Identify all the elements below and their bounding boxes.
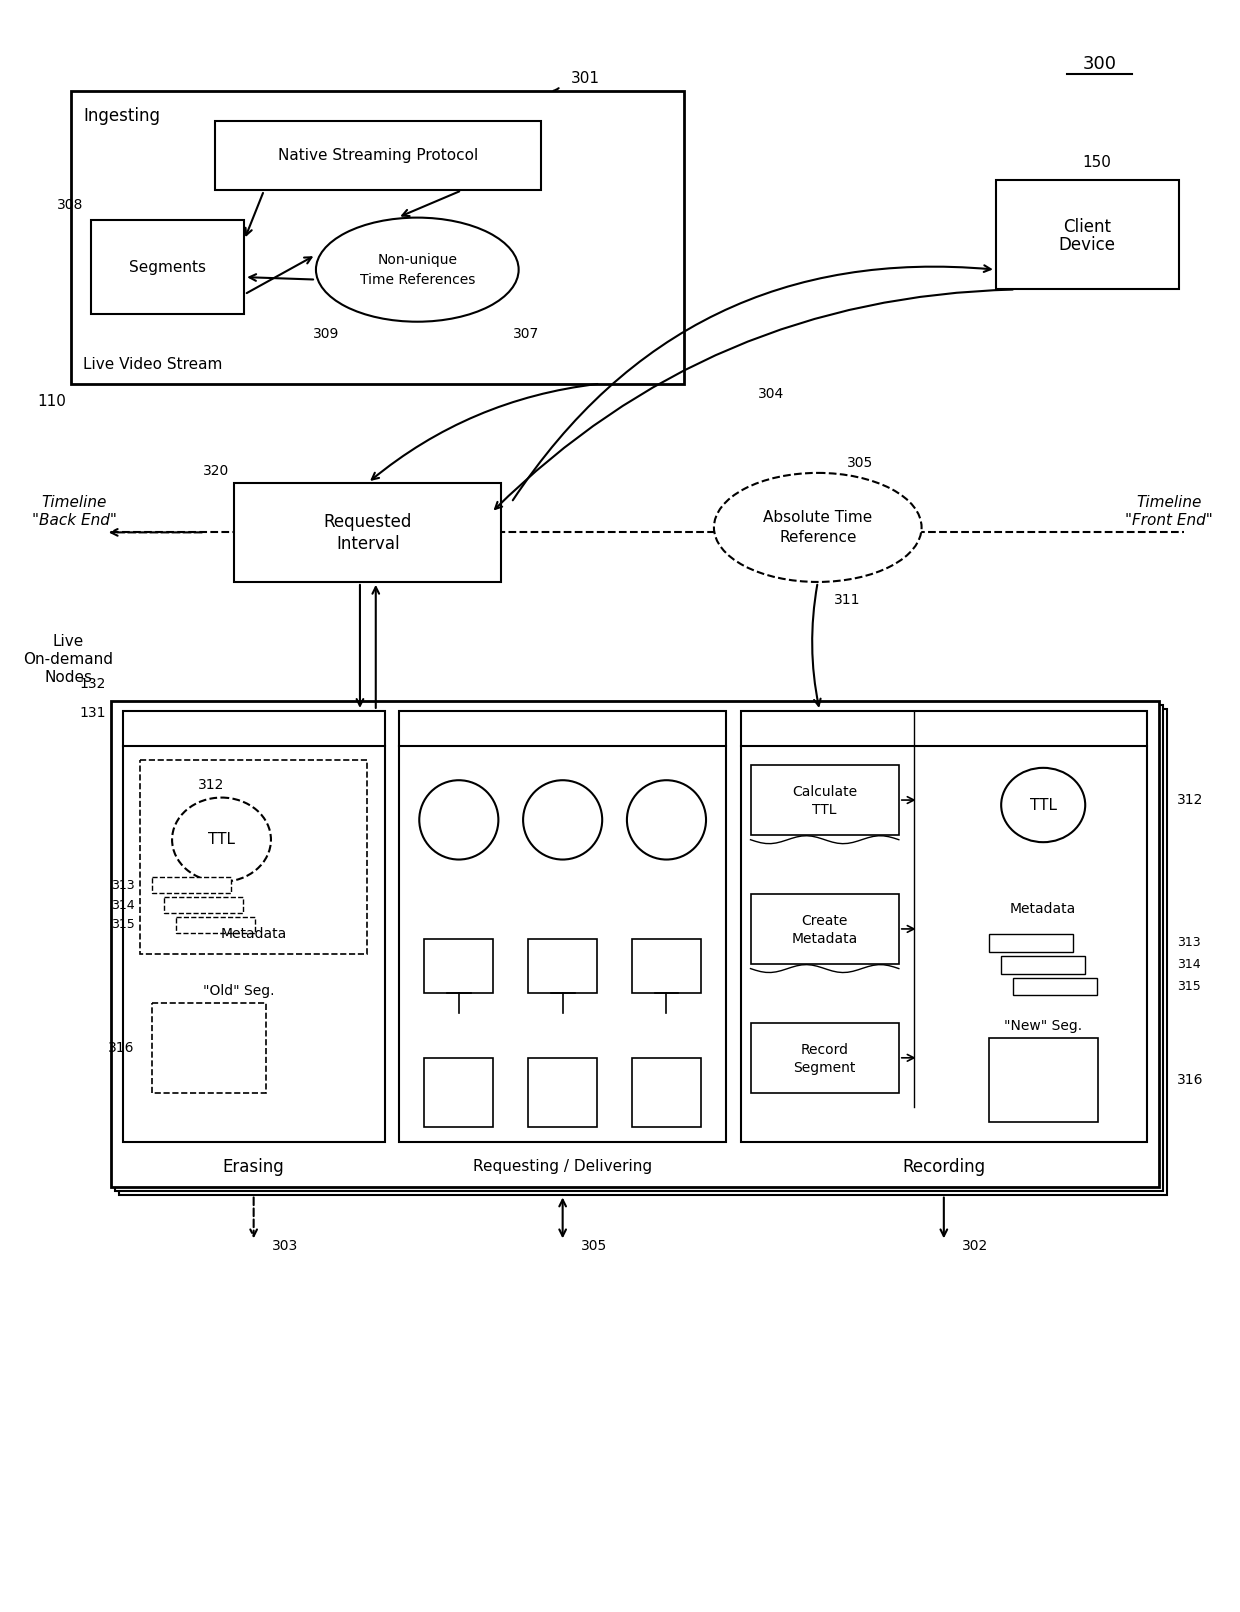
- Text: Native Streaming Protocol: Native Streaming Protocol: [278, 148, 477, 163]
- Text: TTL: TTL: [208, 832, 236, 848]
- Bar: [119, 709, 1167, 1194]
- Bar: [176, 917, 255, 933]
- Text: Time References: Time References: [360, 272, 475, 287]
- Text: Metadata: Metadata: [221, 927, 286, 941]
- Bar: [115, 704, 1163, 1191]
- Bar: [424, 1057, 494, 1127]
- Text: 320: 320: [203, 464, 229, 477]
- Text: Live Video Stream: Live Video Stream: [83, 356, 222, 372]
- Text: Erasing: Erasing: [223, 1157, 284, 1175]
- Text: 309: 309: [312, 327, 339, 340]
- Text: Metadata: Metadata: [791, 932, 858, 946]
- Bar: [215, 121, 541, 190]
- Text: Device: Device: [1059, 235, 1116, 253]
- Text: Timeline: Timeline: [1136, 495, 1202, 509]
- Text: 131: 131: [79, 706, 105, 721]
- Bar: [71, 92, 684, 384]
- Text: Timeline: Timeline: [41, 495, 107, 509]
- Text: "New" Seg.: "New" Seg.: [1004, 1019, 1083, 1033]
- Text: On-demand: On-demand: [24, 651, 113, 667]
- Bar: [988, 933, 1073, 951]
- Text: "Old" Seg.: "Old" Seg.: [203, 985, 274, 998]
- Ellipse shape: [523, 780, 603, 859]
- Text: 308: 308: [57, 198, 83, 213]
- Bar: [988, 1038, 1097, 1122]
- Text: Ingesting: Ingesting: [83, 106, 160, 126]
- Ellipse shape: [172, 798, 272, 882]
- Bar: [123, 711, 384, 1141]
- Text: TTL: TTL: [812, 803, 837, 817]
- Bar: [528, 1057, 598, 1127]
- Bar: [91, 221, 244, 314]
- Text: 302: 302: [962, 1240, 988, 1253]
- Text: Metadata: Metadata: [1011, 903, 1076, 916]
- Text: Calculate: Calculate: [792, 785, 857, 800]
- Text: Reference: Reference: [779, 530, 857, 545]
- Text: "Front End": "Front End": [1125, 513, 1213, 529]
- Text: 315: 315: [110, 919, 134, 932]
- Text: "Back End": "Back End": [32, 513, 117, 529]
- Text: 314: 314: [110, 898, 134, 912]
- Bar: [164, 898, 243, 912]
- Ellipse shape: [419, 780, 498, 859]
- Text: 311: 311: [835, 593, 861, 606]
- Text: Interval: Interval: [336, 535, 399, 553]
- Bar: [110, 701, 1159, 1186]
- Ellipse shape: [1001, 767, 1085, 841]
- Text: Record: Record: [801, 1043, 848, 1057]
- Bar: [153, 877, 232, 893]
- Bar: [1001, 956, 1085, 974]
- Text: TTL: TTL: [1029, 798, 1056, 812]
- Bar: [632, 938, 701, 993]
- Text: 312: 312: [1177, 793, 1203, 808]
- Text: 301: 301: [570, 71, 600, 85]
- Text: Non-unique: Non-unique: [377, 253, 458, 266]
- Bar: [750, 895, 899, 964]
- Bar: [1013, 977, 1096, 995]
- Bar: [424, 938, 494, 993]
- Text: Segment: Segment: [794, 1061, 856, 1075]
- Text: 150: 150: [1083, 155, 1111, 171]
- Text: 313: 313: [110, 879, 134, 891]
- Text: 313: 313: [1177, 937, 1200, 949]
- Text: 304: 304: [759, 387, 785, 401]
- Bar: [750, 766, 899, 835]
- Text: 110: 110: [37, 393, 66, 409]
- Bar: [140, 761, 367, 954]
- Text: 316: 316: [108, 1041, 134, 1054]
- Text: Recording: Recording: [903, 1157, 986, 1175]
- Ellipse shape: [316, 218, 518, 322]
- Text: 305: 305: [580, 1240, 606, 1253]
- Text: 300: 300: [1083, 55, 1116, 74]
- Text: Live: Live: [52, 634, 84, 650]
- Text: 132: 132: [79, 677, 105, 692]
- Text: Segments: Segments: [129, 260, 206, 274]
- Text: Requesting / Delivering: Requesting / Delivering: [474, 1159, 652, 1175]
- Text: Nodes: Nodes: [45, 669, 92, 685]
- Text: 303: 303: [272, 1240, 298, 1253]
- Text: Create: Create: [801, 914, 848, 929]
- Text: Client: Client: [1063, 218, 1111, 235]
- Bar: [750, 1024, 899, 1093]
- Text: 314: 314: [1177, 958, 1200, 970]
- Bar: [528, 938, 598, 993]
- Text: Requested: Requested: [324, 514, 412, 532]
- Bar: [740, 711, 1147, 1141]
- Text: 307: 307: [513, 327, 539, 340]
- Text: 305: 305: [847, 456, 874, 471]
- Bar: [234, 484, 501, 582]
- Text: 312: 312: [197, 779, 224, 791]
- Bar: [399, 711, 725, 1141]
- Text: Absolute Time: Absolute Time: [763, 509, 873, 526]
- Text: 315: 315: [1177, 980, 1200, 993]
- Bar: [632, 1057, 701, 1127]
- Bar: [153, 1003, 267, 1093]
- Ellipse shape: [714, 472, 921, 582]
- Text: 316: 316: [1177, 1072, 1203, 1086]
- Bar: [996, 181, 1179, 290]
- Ellipse shape: [627, 780, 706, 859]
